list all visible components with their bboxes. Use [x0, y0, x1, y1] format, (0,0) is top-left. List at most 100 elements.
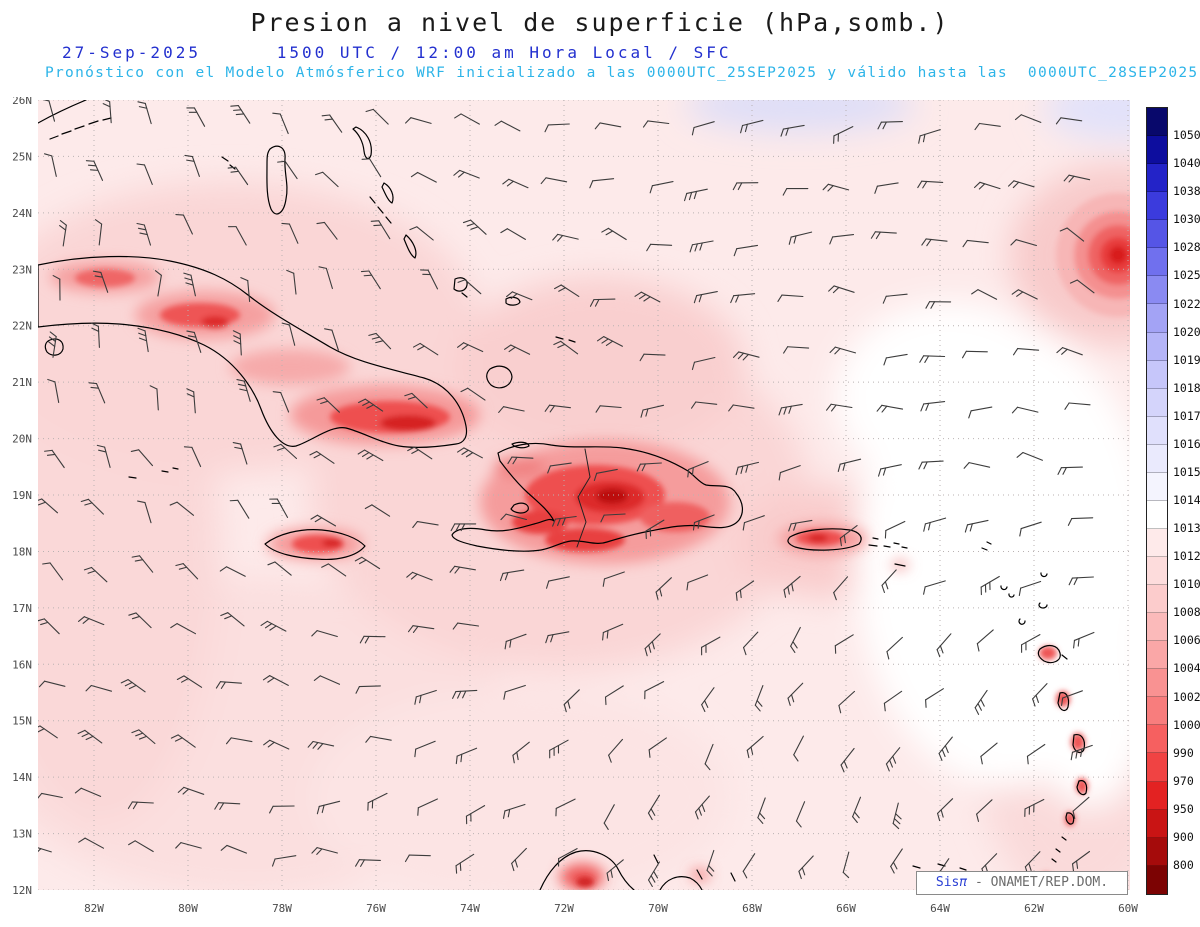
pi-symbol-icon: π [959, 875, 968, 890]
wind-barb [1056, 347, 1083, 356]
wind-barb [227, 166, 249, 186]
wind-barb [42, 562, 64, 581]
wind-barb [646, 243, 673, 252]
lon-label: 82W [84, 902, 104, 915]
wind-barb [417, 798, 438, 816]
wind-barb [545, 631, 570, 644]
wind-barb [316, 221, 338, 240]
wind-barb [1018, 580, 1042, 597]
colorbar-cell [1147, 641, 1167, 670]
wind-barb [175, 563, 199, 580]
wind-barb [834, 634, 854, 654]
wind-barb [310, 514, 337, 527]
wind-barb [41, 100, 56, 122]
wind-barb [833, 126, 854, 144]
axis-labels-layer: 82W 80W 78W 76W 74W 72W 70W 68W 66W 64W 62W 60W 26N 2… [12, 97, 1138, 915]
wind-barb [503, 684, 526, 700]
wind-barb [547, 462, 572, 474]
wind-barb [1063, 174, 1091, 183]
wind-barb [648, 861, 660, 888]
wind-barb [460, 387, 486, 401]
wind-barb [937, 798, 954, 822]
colorbar-label: 1006 [1173, 633, 1200, 648]
coastline-great-inagua [486, 365, 513, 389]
wind-barb [412, 520, 439, 529]
lon-label: 60W [1118, 902, 1138, 915]
colorbar-label: 1010 [1173, 577, 1200, 592]
wind-barb [1021, 634, 1041, 653]
wind-barb [980, 742, 998, 765]
wind-barb [694, 795, 710, 820]
wind-barb [230, 105, 251, 124]
wind-barb [307, 740, 335, 750]
wind-barb [601, 227, 627, 241]
wind-barb [91, 322, 100, 348]
wind-barb [645, 519, 665, 540]
wind-barb [131, 555, 154, 573]
wind-barb [77, 616, 105, 626]
colorbar-cell [1147, 500, 1167, 529]
wind-barb [494, 120, 521, 132]
colorbar-label: 1040 [1173, 156, 1200, 171]
wind-barb [883, 353, 908, 366]
wind-barb [1072, 796, 1090, 820]
leeward-islands [981, 541, 1048, 625]
wind-barb [1024, 798, 1045, 817]
wind-barb [757, 797, 766, 824]
wind-barb [267, 561, 292, 576]
wind-barb [407, 625, 435, 633]
wind-barb [783, 346, 810, 354]
wind-barb [214, 802, 241, 810]
wind-barb [642, 120, 670, 128]
wind-barb [778, 403, 803, 416]
colorbar-cell [1147, 220, 1167, 249]
wind-barb [136, 163, 153, 185]
coastline-cat-island [381, 182, 394, 204]
wind-barb [240, 277, 251, 303]
wind-barb [457, 342, 484, 353]
wind-barb [884, 520, 906, 539]
florida-keys [49, 117, 112, 140]
forecast-line: Pronóstico con el Modelo Atmósferico WRF… [45, 65, 1199, 81]
wind-barb [886, 636, 903, 660]
wind-barb [602, 623, 624, 641]
wind-barb [976, 629, 994, 652]
coastline-martinique [1072, 734, 1086, 754]
wind-barb [798, 855, 814, 880]
wind-barb [507, 456, 534, 465]
wind-barb [169, 501, 195, 516]
lat-label: 26N [12, 97, 32, 107]
colorbar-label: 970 [1173, 773, 1194, 788]
wind-barb [788, 519, 813, 532]
wind-barb [885, 747, 901, 772]
wind-barb [1059, 227, 1085, 242]
wind-barb [311, 630, 338, 638]
wind-barb [640, 404, 665, 418]
wind-barb [127, 801, 154, 810]
wind-barb [964, 519, 989, 533]
wind-barb [552, 233, 579, 242]
wind-barb [83, 566, 108, 583]
pressure-shading-cores [75, 269, 1088, 887]
wind-barb [263, 739, 290, 750]
wind-barb [405, 117, 432, 124]
lat-label: 24N [12, 207, 32, 220]
wind-barb [552, 515, 577, 527]
wind-barb [500, 513, 527, 521]
lon-label: 78W [272, 902, 292, 915]
coastlines-layer [38, 100, 1088, 890]
coastline-eleuthera [352, 126, 372, 160]
colorbar-label: 800 [1173, 857, 1194, 872]
colorbar-cell [1147, 725, 1167, 754]
wind-barb [410, 171, 437, 183]
wind-barb [549, 739, 569, 759]
map-clipped-layers [38, 100, 1130, 890]
wind-barb [272, 112, 289, 135]
wind-barb [603, 804, 615, 830]
wind-barb [1068, 576, 1094, 586]
wind-barb [686, 574, 709, 591]
wind-barb [877, 121, 903, 130]
wind-barb [925, 301, 952, 309]
wind-barb [743, 631, 759, 656]
wind-barb [604, 685, 624, 706]
